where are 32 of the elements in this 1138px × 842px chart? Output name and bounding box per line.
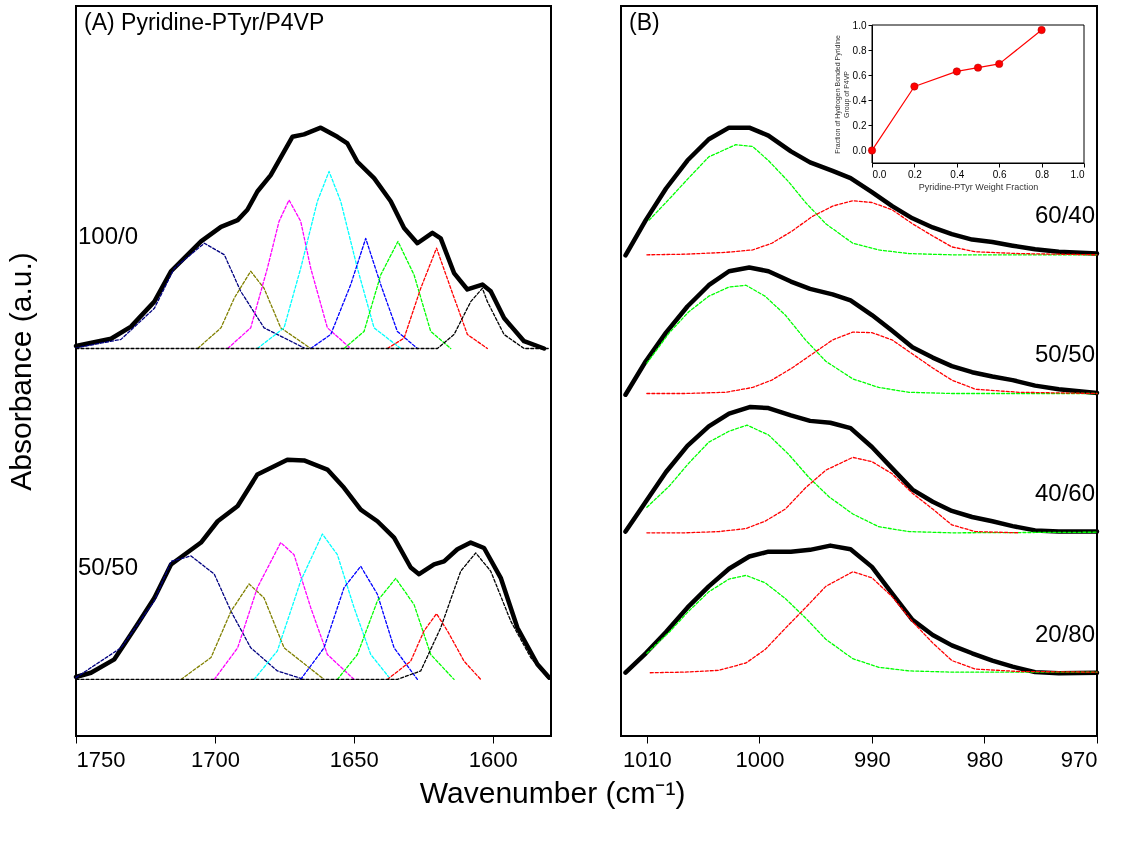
- x-tick-label: 980: [966, 746, 1004, 772]
- x-tick-label: 1700: [190, 746, 240, 772]
- x-tick-label: 0.4: [950, 168, 965, 180]
- series-label: 60/40: [1034, 200, 1095, 228]
- x-tick-label: 970: [1060, 746, 1098, 772]
- x-tick-label: 1600: [468, 746, 518, 772]
- x-tick-label: 1000: [735, 746, 785, 772]
- y-axis-title: Absorbance (a.u.): [3, 252, 37, 491]
- series-label: 20/80: [1034, 619, 1095, 647]
- y-tick-label: 0.2: [852, 119, 867, 131]
- x-tick-label: 990: [854, 746, 891, 772]
- x-tick-label: 1010: [622, 746, 672, 772]
- x-axis-title: Wavenumber (cm⁻¹): [419, 776, 686, 809]
- series-label: 40/60: [1034, 479, 1095, 507]
- y-tick-label: 0.4: [852, 94, 867, 106]
- y-tick-label: 0.0: [852, 144, 867, 156]
- chart-title: (B): [629, 9, 660, 35]
- y-tick-label: 0.6: [852, 69, 867, 81]
- series-label: 50/50: [78, 553, 139, 581]
- x-tick-label: 0.8: [1035, 168, 1050, 180]
- series-label: 100/0: [78, 221, 139, 249]
- x-tick-label: 1650: [329, 746, 379, 772]
- chart-title: (A) Pyridine-PTyr/P4VP: [84, 9, 325, 35]
- x-tick-label: 1.0: [1070, 168, 1085, 180]
- y-tick-label: 1.0: [852, 19, 867, 31]
- x-tick-label: 0.6: [992, 168, 1008, 180]
- x-tick-label: 1750: [76, 746, 126, 772]
- y-tick-label: 0.8: [852, 44, 867, 56]
- x-axis-title: Pyridine-PTyr Weight Fraction: [918, 181, 1039, 192]
- x-tick-label: 0.2: [907, 168, 923, 180]
- series-label: 50/50: [1034, 340, 1095, 368]
- x-tick-label: 0.0: [872, 168, 887, 180]
